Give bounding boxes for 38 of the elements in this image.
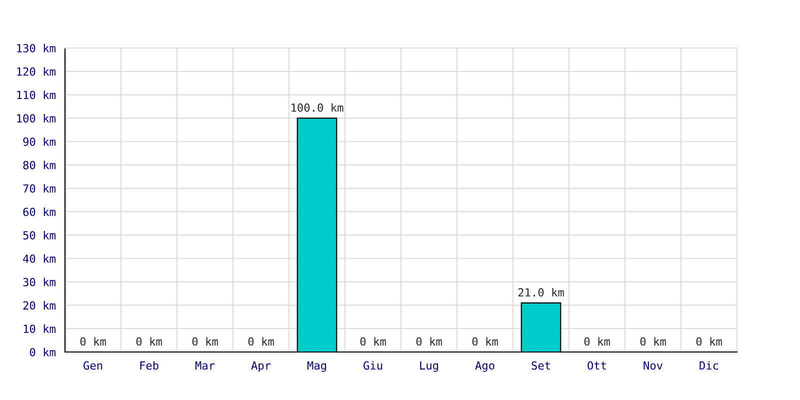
y-tick-label: 100 km bbox=[17, 114, 56, 123]
y-tick-label: 30 km bbox=[23, 278, 56, 286]
y-tick-label: 80 km bbox=[23, 160, 56, 170]
data-label: 0 km bbox=[584, 337, 610, 346]
y-tick-label: 130 km bbox=[17, 44, 56, 52]
y-tick-label: 70 km bbox=[23, 184, 56, 193]
y-tick-label: 20 km bbox=[23, 301, 56, 310]
x-tick-label: Apr bbox=[251, 361, 271, 372]
x-tick-label: Mag bbox=[307, 361, 326, 372]
x-tick-label: Nov bbox=[644, 361, 662, 370]
y-tick-label: 0 km bbox=[30, 348, 56, 356]
data-label: 21.0 km bbox=[518, 288, 564, 297]
data-label: 0 km bbox=[640, 337, 666, 346]
data-label: 0 km bbox=[80, 337, 106, 346]
data-label: 0 km bbox=[136, 337, 162, 346]
y-tick-label: 50 km bbox=[23, 230, 56, 240]
data-label: 100.0 km bbox=[292, 103, 344, 112]
x-tick-label: Dic bbox=[700, 361, 718, 370]
data-label: 0 km bbox=[472, 337, 498, 346]
x-tick-label: Ott bbox=[588, 361, 606, 370]
x-tick-label: Set bbox=[532, 361, 550, 370]
x-tick-label: Giu bbox=[364, 361, 382, 370]
y-tick-label: 60 km bbox=[23, 208, 56, 216]
data-label: 0 km bbox=[192, 337, 218, 346]
y-tick-label: 90 km bbox=[23, 137, 56, 146]
x-tick-label: Gen bbox=[84, 361, 102, 370]
y-tick-label: 10 km bbox=[24, 324, 56, 334]
data-label: 0 km bbox=[360, 337, 386, 346]
y-tick-label: 40 km bbox=[23, 254, 56, 263]
data-label: 0 km bbox=[248, 337, 274, 346]
x-tick-label: Ago bbox=[475, 361, 494, 372]
data-label: 0 km bbox=[416, 337, 442, 346]
y-tick-label: 120 km bbox=[17, 67, 56, 76]
x-tick-label: Feb bbox=[140, 361, 158, 370]
y-tick-label: 110 km bbox=[17, 90, 56, 100]
x-tick-label: Lug bbox=[420, 361, 438, 372]
x-tick-label: Mar bbox=[195, 361, 215, 370]
data-label: 0 km bbox=[696, 337, 722, 346]
